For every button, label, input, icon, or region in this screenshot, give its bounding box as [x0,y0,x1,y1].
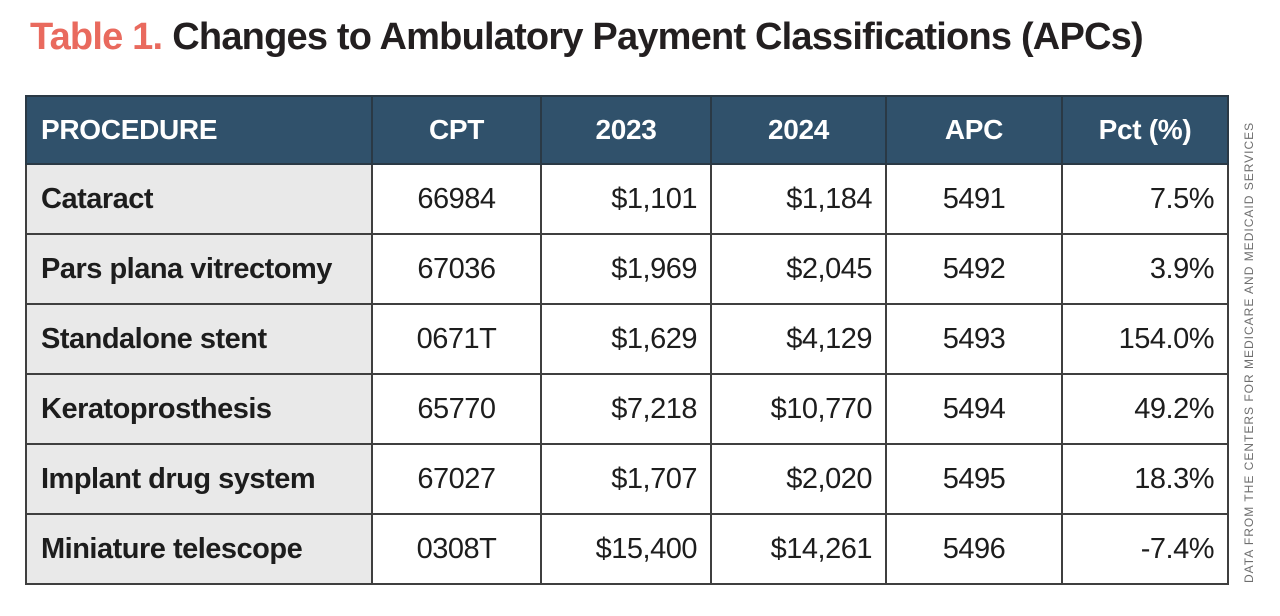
col-header-2023: 2023 [540,95,712,165]
col-header-apc: APC [885,95,1063,165]
cell-pct: 18.3% [1061,443,1229,515]
cell-pct: -7.4% [1061,513,1229,585]
cell-cpt: 66984 [371,163,542,235]
col-header-pct: Pct (%) [1061,95,1229,165]
cell-procedure: Miniature telescope [25,513,373,585]
cell-2024: $14,261 [710,513,887,585]
apc-changes-table: PROCEDURE CPT 2023 2024 APC Pct (%) Cata… [25,95,1229,585]
cell-cpt: 67027 [371,443,542,515]
cell-2024: $4,129 [710,303,887,375]
col-header-cpt: CPT [371,95,542,165]
cell-pct: 154.0% [1061,303,1229,375]
cell-apc: 5491 [885,163,1063,235]
cell-2023: $1,629 [540,303,712,375]
cell-procedure: Cataract [25,163,373,235]
cell-2023: $7,218 [540,373,712,445]
cell-apc: 5494 [885,373,1063,445]
table-row: Standalone stent 0671T $1,629 $4,129 549… [25,303,1229,375]
table-number-label: Table 1. [30,16,163,58]
cell-cpt: 0308T [371,513,542,585]
page-title: Table 1. Changes to Ambulatory Payment Cl… [30,16,1144,59]
cell-cpt: 67036 [371,233,542,305]
cell-2023: $15,400 [540,513,712,585]
table-row: Cataract 66984 $1,101 $1,184 5491 7.5% [25,163,1229,235]
cell-cpt: 65770 [371,373,542,445]
data-source-credit: DATA FROM THE CENTERS FOR MEDICARE AND M… [1242,121,1256,583]
cell-pct: 49.2% [1061,373,1229,445]
col-header-procedure: PROCEDURE [25,95,373,165]
cell-2023: $1,707 [540,443,712,515]
table-title-text: Changes to Ambulatory Payment Classifica… [172,16,1143,58]
cell-2024: $2,020 [710,443,887,515]
table-row: Miniature telescope 0308T $15,400 $14,26… [25,513,1229,585]
cell-apc: 5493 [885,303,1063,375]
cell-2024: $1,184 [710,163,887,235]
cell-2024: $2,045 [710,233,887,305]
cell-apc: 5496 [885,513,1063,585]
cell-apc: 5495 [885,443,1063,515]
cell-procedure: Keratoprosthesis [25,373,373,445]
cell-procedure: Standalone stent [25,303,373,375]
cell-cpt: 0671T [371,303,542,375]
cell-2023: $1,101 [540,163,712,235]
cell-apc: 5492 [885,233,1063,305]
cell-procedure: Implant drug system [25,443,373,515]
table-header-row: PROCEDURE CPT 2023 2024 APC Pct (%) [25,95,1229,165]
cell-2024: $10,770 [710,373,887,445]
cell-pct: 3.9% [1061,233,1229,305]
cell-2023: $1,969 [540,233,712,305]
table-row: Implant drug system 67027 $1,707 $2,020 … [25,443,1229,515]
table-row: Keratoprosthesis 65770 $7,218 $10,770 54… [25,373,1229,445]
cell-pct: 7.5% [1061,163,1229,235]
col-header-2024: 2024 [710,95,887,165]
table-row: Pars plana vitrectomy 67036 $1,969 $2,04… [25,233,1229,305]
cell-procedure: Pars plana vitrectomy [25,233,373,305]
